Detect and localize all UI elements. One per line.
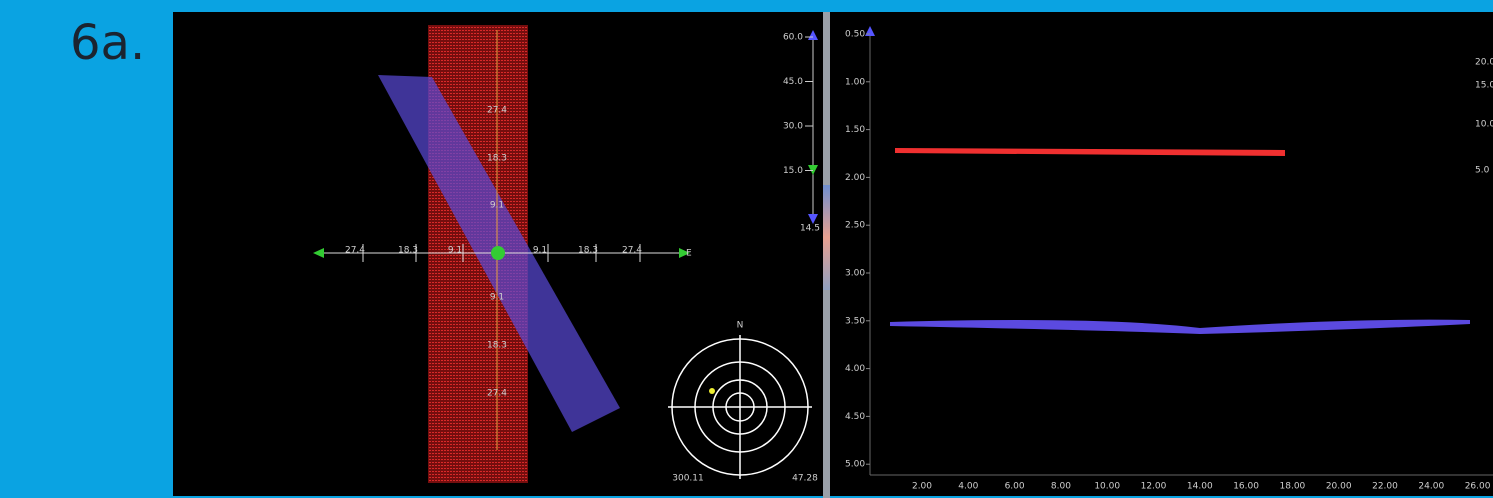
y-label: 0.50: [845, 30, 865, 40]
y-label: 3.00: [845, 269, 865, 279]
x-label: 10.00: [1094, 482, 1120, 492]
y-label: 5.00: [845, 460, 865, 470]
depth-label: 15.0: [783, 166, 803, 176]
compass-north: N: [737, 321, 744, 331]
compass-value: 300.11: [672, 474, 704, 484]
x-label: 8.00: [1051, 482, 1071, 492]
v-axis-label: 18.3: [487, 341, 507, 351]
right-viewport: [830, 12, 1493, 496]
depth-current: 14.5: [800, 224, 820, 234]
h-axis-label: 9.1: [533, 246, 547, 256]
x-label: 24.00: [1418, 482, 1444, 492]
x-label: 6.00: [1005, 482, 1025, 492]
y-label: 4.50: [845, 412, 865, 422]
x-label: 12.00: [1141, 482, 1167, 492]
depth-label: 30.0: [783, 122, 803, 132]
depth-label: 45.0: [783, 77, 803, 87]
h-axis-label: 27.4: [345, 246, 365, 256]
x-label: 16.00: [1233, 482, 1259, 492]
figure-label: 6a.: [70, 15, 145, 71]
y-label: 3.50: [845, 316, 865, 326]
origin: [491, 246, 505, 260]
x-label: 14.00: [1187, 482, 1213, 492]
right-label: 5.0: [1475, 166, 1490, 176]
depth-label: 60.0: [783, 33, 803, 43]
y-label: 4.00: [845, 364, 865, 374]
v-axis-label: 9.1: [490, 201, 504, 211]
x-label: 26.00: [1465, 482, 1491, 492]
color-bar: [823, 185, 830, 290]
h-axis-label: 18.3: [398, 246, 418, 256]
figure: 6a. N 300.11 47.28 E 14.5 27.4 18.3 9.1 9.1…: [0, 0, 1493, 498]
h-axis-label: 27.4: [622, 246, 642, 256]
axis-end-label: E: [686, 249, 692, 259]
x-label: 22.00: [1372, 482, 1398, 492]
v-axis-label: 9.1: [490, 293, 504, 303]
h-axis-label: 9.1: [448, 246, 462, 256]
y-label: 1.50: [845, 125, 865, 135]
v-axis-label: 27.4: [487, 389, 507, 399]
right-label: 20.0: [1475, 58, 1493, 68]
x-label: 2.00: [912, 482, 932, 492]
x-label: 20.00: [1326, 482, 1352, 492]
y-label: 2.50: [845, 221, 865, 231]
y-label: 1.00: [845, 77, 865, 87]
x-label: 4.00: [958, 482, 978, 492]
position-dot: [709, 388, 715, 394]
y-label: 2.00: [845, 173, 865, 183]
x-label: 18.00: [1280, 482, 1306, 492]
v-axis-label: 27.4: [487, 106, 507, 116]
h-axis-label: 18.3: [578, 246, 598, 256]
v-axis-label: 18.3: [487, 154, 507, 164]
right-label: 10.0: [1475, 120, 1493, 130]
compass-value: 47.28: [792, 474, 818, 484]
right-label: 15.0: [1475, 81, 1493, 91]
page: {"label": "6a.", "left_panel": { "horizo…: [0, 0, 1493, 498]
